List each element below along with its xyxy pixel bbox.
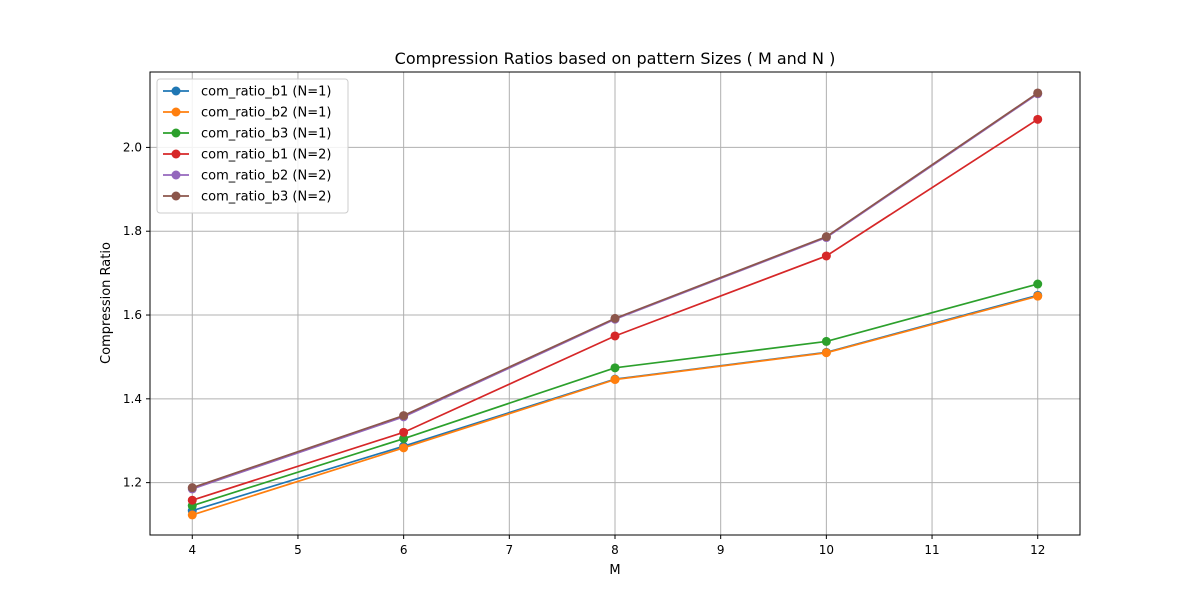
data-point: [610, 331, 620, 341]
data-point: [399, 434, 409, 444]
x-tick-label: 6: [400, 543, 408, 557]
y-tick-label: 1.2: [123, 476, 142, 490]
legend-entry: com_ratio_b3 (N=2): [163, 190, 331, 205]
legend-label: com_ratio_b1 (N=2): [201, 148, 331, 163]
y-axis-ticks: 1.2 1.4 1.6 1.8 2.0: [123, 140, 150, 490]
data-point: [187, 483, 197, 493]
y-axis-label: Compression Ratio: [99, 242, 114, 364]
x-tick-label: 7: [505, 543, 513, 557]
series-2: [187, 291, 1043, 520]
legend-label: com_ratio_b3 (N=1): [201, 127, 331, 142]
x-tick-label: 9: [717, 543, 725, 557]
data-point: [821, 251, 831, 261]
legend: com_ratio_b1 (N=1) com_ratio_b2 (N=1) com_…: [156, 78, 349, 214]
legend-entry: com_ratio_b2 (N=2): [163, 169, 331, 184]
legend-swatch-marker: [171, 107, 181, 117]
legend-swatch-marker: [171, 170, 181, 180]
data-point: [187, 495, 197, 505]
legend-entry: com_ratio_b1 (N=1): [163, 85, 331, 100]
x-axis-ticks: 4 5 6 7 8 9 10 11 12: [188, 535, 1045, 557]
data-point: [399, 427, 409, 437]
data-point: [821, 336, 831, 346]
data-point: [610, 363, 620, 373]
y-tick-label: 1.6: [123, 308, 142, 322]
grid-lines: [150, 72, 1080, 535]
legend-label: com_ratio_b1 (N=1): [201, 85, 331, 100]
legend-entry: com_ratio_b2 (N=1): [163, 106, 331, 121]
data-point: [1033, 291, 1043, 301]
legend-swatch-marker: [171, 191, 181, 201]
legend-box: [156, 78, 349, 214]
legend-entry: com_ratio_b1 (N=2): [163, 148, 331, 163]
x-tick-label: 11: [924, 543, 939, 557]
data-point: [610, 375, 620, 385]
data-point: [1033, 279, 1043, 289]
x-tick-label: 10: [819, 543, 834, 557]
legend-swatch-marker: [171, 149, 181, 159]
legend-entry: com_ratio_b3 (N=1): [163, 127, 331, 142]
y-tick-label: 2.0: [123, 140, 142, 154]
series-lines: [187, 88, 1043, 520]
data-point: [399, 443, 409, 453]
data-point: [821, 232, 831, 242]
data-point: [1033, 114, 1043, 124]
y-tick-label: 1.4: [123, 392, 142, 406]
y-tick-label: 1.8: [123, 224, 142, 238]
legend-label: com_ratio_b2 (N=2): [201, 169, 331, 184]
data-point: [610, 313, 620, 323]
legend-swatch-marker: [171, 128, 181, 138]
legend-label: com_ratio_b2 (N=1): [201, 106, 331, 121]
data-point: [187, 510, 197, 520]
x-axis-label: M: [609, 563, 620, 578]
series-3: [187, 279, 1043, 511]
x-tick-label: 5: [294, 543, 302, 557]
x-tick-label: 4: [188, 543, 196, 557]
legend-swatch-marker: [171, 86, 181, 96]
x-tick-label: 12: [1030, 543, 1045, 557]
data-point: [399, 411, 409, 421]
series-6: [187, 88, 1043, 493]
series-4: [187, 114, 1043, 505]
x-tick-label: 8: [611, 543, 619, 557]
legend-label: com_ratio_b3 (N=2): [201, 190, 331, 205]
chart-title: Compression Ratios based on pattern Size…: [395, 49, 836, 68]
data-point: [1033, 88, 1043, 98]
data-point: [821, 348, 831, 358]
